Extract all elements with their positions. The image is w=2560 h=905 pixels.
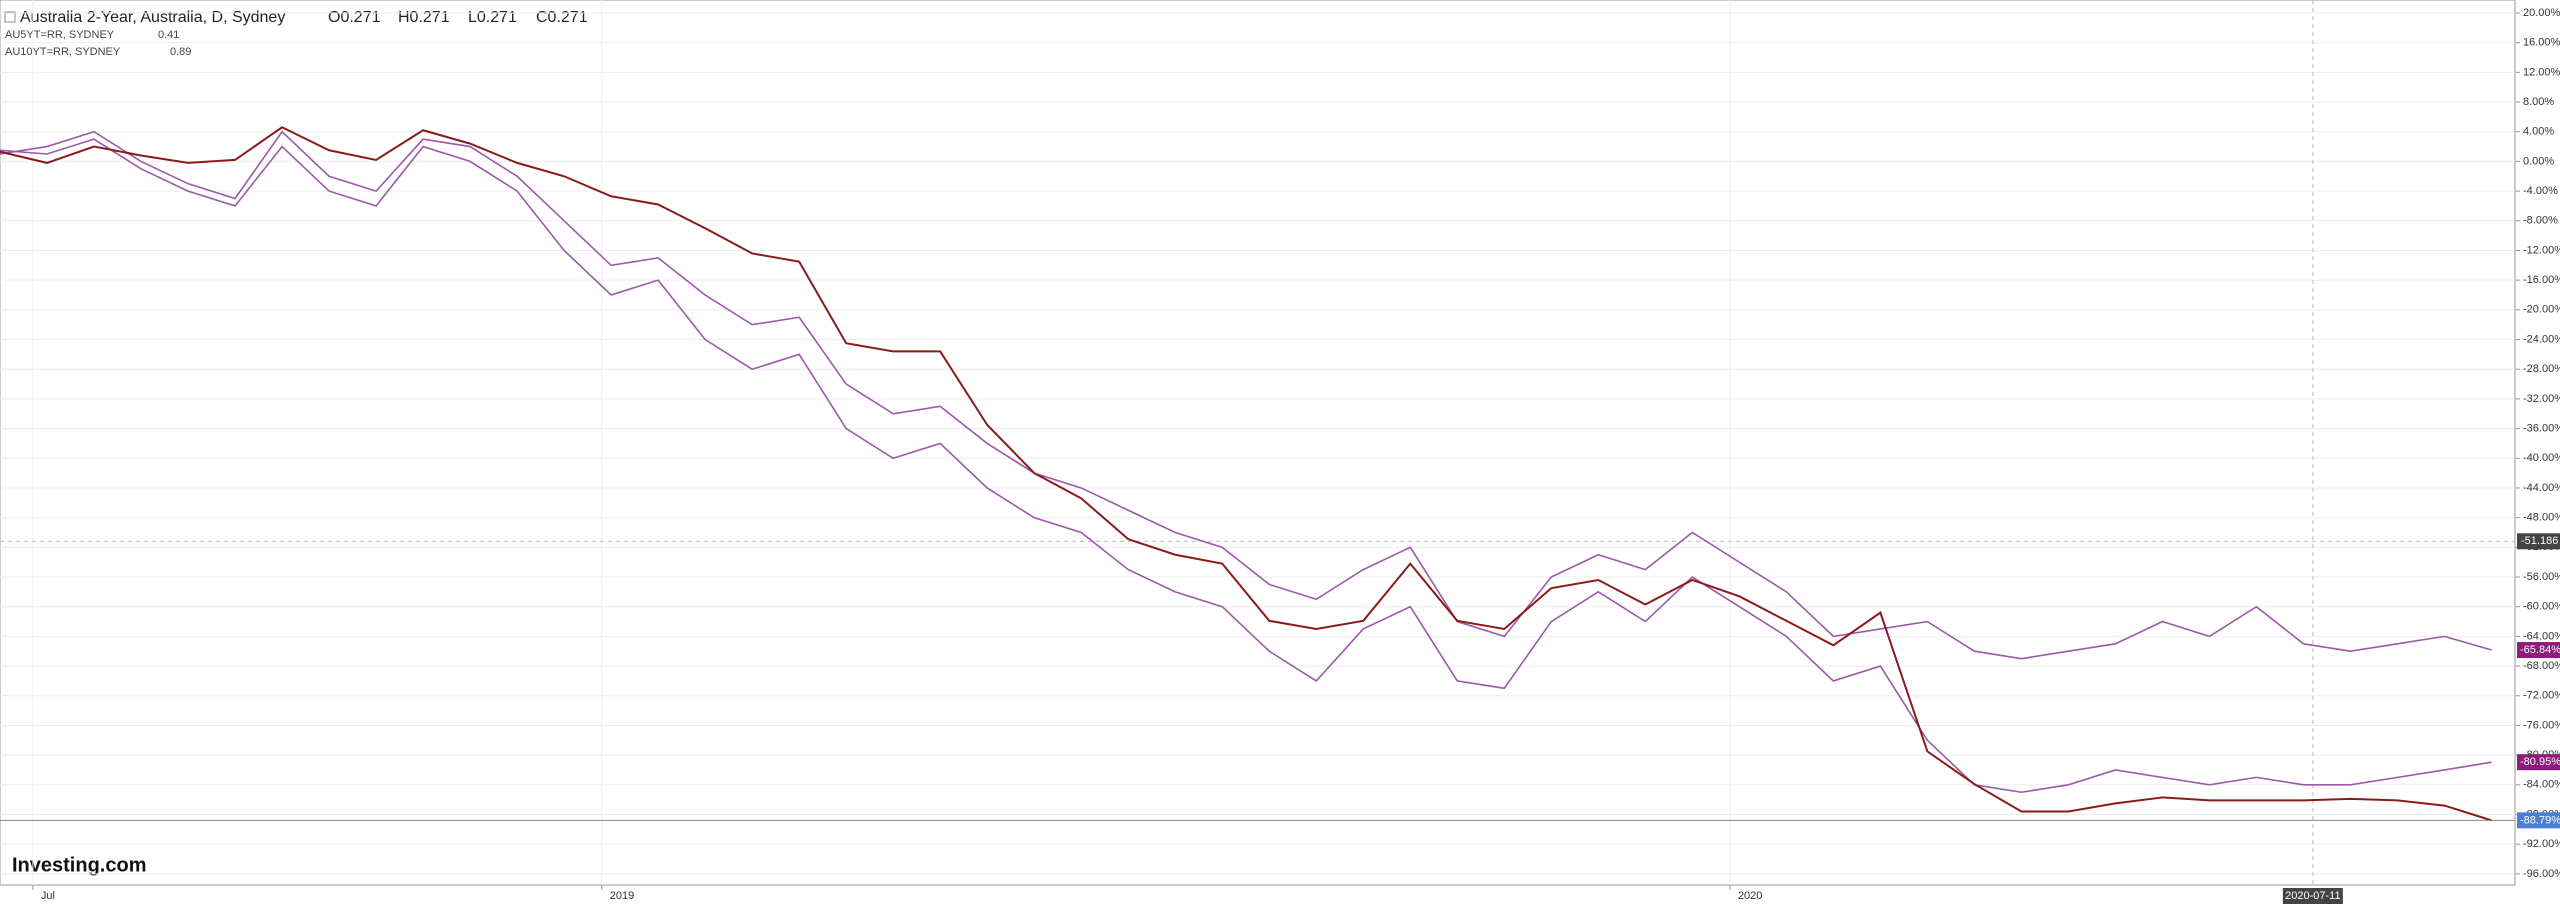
end-badge	[2517, 642, 2560, 659]
y-tick-label: -48.00%	[2523, 512, 2560, 524]
y-tick-label: -68.00%	[2523, 660, 2560, 672]
crosshair-x-label: 2020-07-11	[2285, 890, 2340, 902]
legend-last: 0.41	[158, 29, 179, 41]
y-tick-label: -60.00%	[2523, 601, 2560, 613]
y-tick-label: 0.00%	[2523, 155, 2554, 167]
y-tick-label: -24.00%	[2523, 333, 2560, 345]
x-tick-label: Jul	[41, 890, 55, 902]
y-tick-label: -72.00%	[2523, 690, 2560, 702]
series-line	[0, 126, 2492, 822]
y-tick-label: -40.00%	[2523, 452, 2560, 464]
y-tick-label: -20.00%	[2523, 304, 2560, 316]
main-title: Australia 2-Year, Australia, D, Sydney	[20, 9, 285, 26]
y-tick-label: 8.00%	[2523, 96, 2554, 108]
y-tick-label: -56.00%	[2523, 571, 2560, 583]
y-tick-label: -28.00%	[2523, 363, 2560, 375]
y-tick-label: 16.00%	[2523, 37, 2560, 49]
plot-frame	[0, 0, 2516, 886]
y-tick-label: 20.00%	[2523, 7, 2560, 19]
legend-series: AU10YT=RR, SYDNEY	[5, 46, 121, 58]
crosshair-badge	[2517, 533, 2560, 550]
y-tick-label: -12.00%	[2523, 244, 2560, 256]
crosshair-label: -51.186	[2521, 535, 2558, 547]
ohlc-high: H0.271	[398, 9, 450, 26]
ohlc-low: L0.271	[468, 9, 517, 26]
y-tick-label: 12.00%	[2523, 66, 2560, 78]
collapse-icon[interactable]	[4, 11, 16, 23]
end-label: -88.79%	[2520, 814, 2560, 826]
y-tick-label: 4.00%	[2523, 126, 2554, 138]
crosshair-x-badge	[2282, 888, 2343, 904]
x-tick-label: 2020	[1738, 890, 1762, 902]
series-line	[0, 138, 2492, 794]
y-tick-label: -32.00%	[2523, 393, 2560, 405]
x-tick-label: 2019	[610, 890, 634, 902]
legend-series: AU5YT=RR, SYDNEY	[5, 29, 115, 41]
end-badge	[2517, 754, 2560, 771]
y-tick-label: -96.00%	[2523, 868, 2560, 880]
y-tick-label: -4.00%	[2523, 185, 2558, 197]
y-tick-label: -64.00%	[2523, 630, 2560, 642]
y-tick-label: -8.00%	[2523, 215, 2558, 227]
y-tick-label: -36.00%	[2523, 422, 2560, 434]
legend-last: 0.89	[170, 46, 191, 58]
y-tick-label: -44.00%	[2523, 482, 2560, 494]
grid	[0, 0, 2515, 885]
brand-logo: Investing.com	[12, 854, 146, 876]
end-badge	[2517, 812, 2560, 829]
y-tick-label: -16.00%	[2523, 274, 2560, 286]
ohlc-open: O0.271	[328, 9, 381, 26]
ohlc-close: C0.271	[536, 9, 588, 26]
y-tick-label: -76.00%	[2523, 719, 2560, 731]
end-label: -80.95%	[2520, 756, 2560, 768]
end-label: -65.84%	[2520, 644, 2560, 656]
series-line	[0, 130, 2492, 660]
y-tick-label: -84.00%	[2523, 779, 2560, 791]
y-tick-label: -92.00%	[2523, 838, 2560, 850]
